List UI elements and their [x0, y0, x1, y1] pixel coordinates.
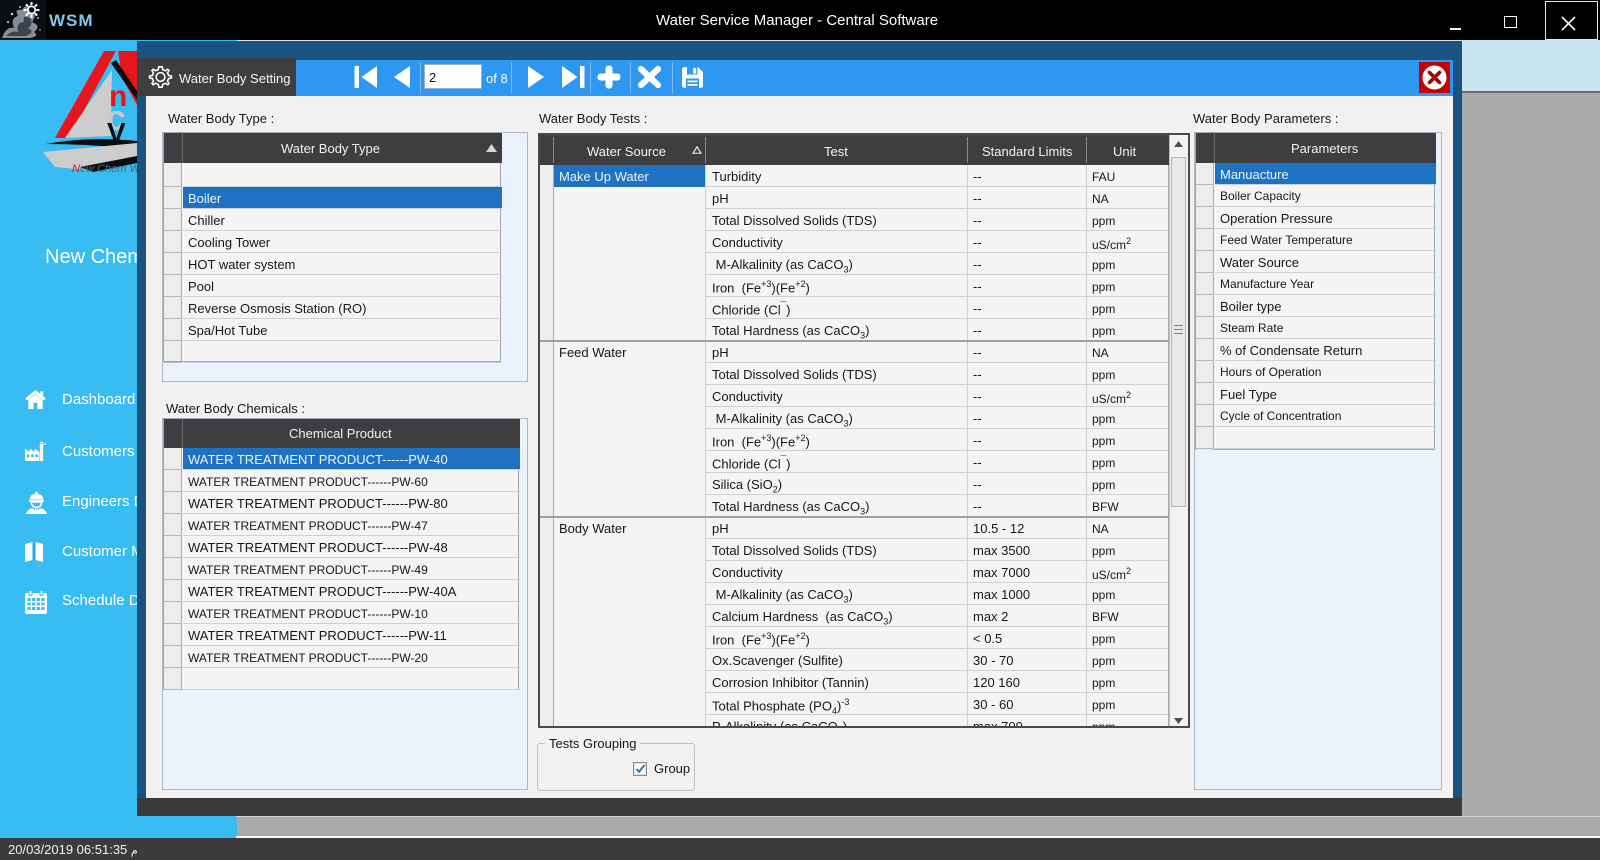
svg-text:n: n [109, 80, 127, 113]
svg-text:V: V [107, 117, 126, 148]
svg-text:c: c [106, 97, 126, 138]
